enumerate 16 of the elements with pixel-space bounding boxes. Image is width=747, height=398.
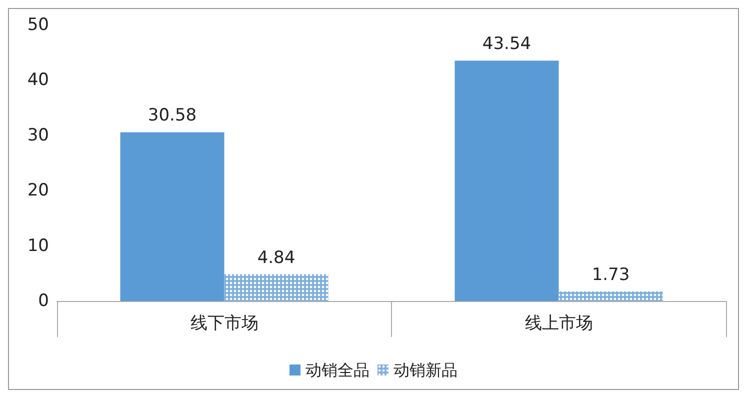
y-tick-label: 10 [27, 236, 49, 256]
y-tick-label: 0 [38, 291, 49, 311]
legend-label: 动销新品 [394, 360, 458, 380]
y-tick-label: 50 [27, 15, 49, 35]
data-label: 30.58 [148, 106, 197, 126]
y-tick-label: 30 [27, 125, 49, 146]
data-label: 43.54 [482, 34, 532, 54]
data-label: 1.73 [592, 264, 630, 285]
y-tick-label: 20 [27, 180, 49, 201]
bar [454, 60, 559, 301]
data-label: 4.84 [257, 248, 296, 268]
x-tick-label: 线下市场 [190, 314, 258, 334]
x-tick-label: 线上市场 [524, 314, 593, 334]
bar [120, 132, 224, 301]
legend-label: 动销全品 [306, 360, 370, 380]
y-tick-label: 40 [27, 70, 49, 90]
